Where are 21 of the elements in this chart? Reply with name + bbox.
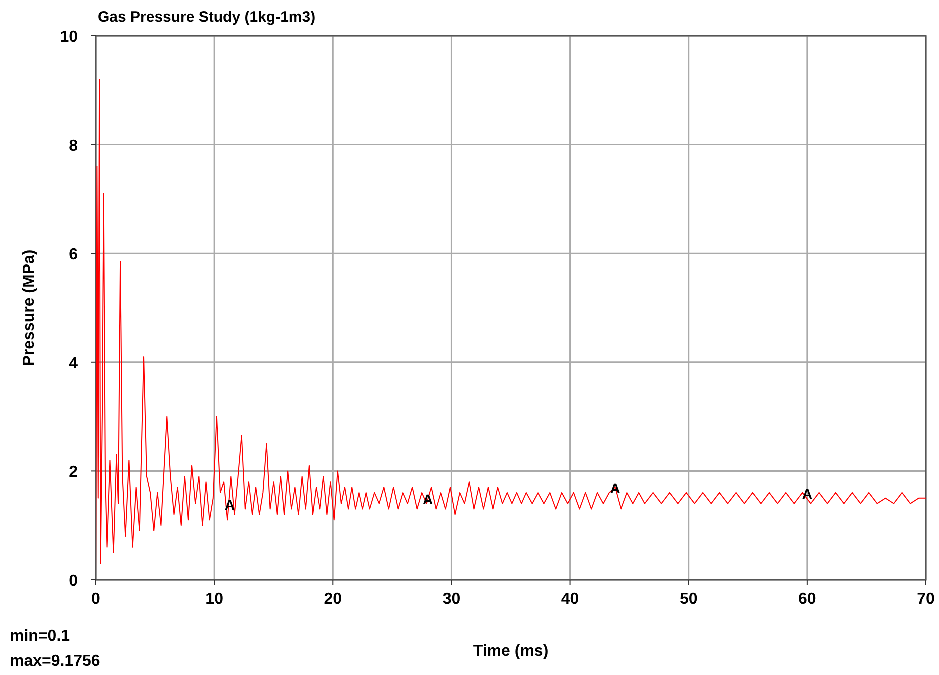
chart-title: Gas Pressure Study (1kg-1m3) [98, 9, 316, 26]
annotation: A [802, 486, 812, 502]
x-tick-label: 30 [442, 591, 461, 608]
y-tick-label: 8 [69, 138, 78, 155]
x-tick-label: 70 [917, 591, 935, 608]
text: min=0.1 [10, 628, 70, 645]
x-axis-title: Time (ms) [473, 643, 549, 660]
y-tick-label: 10 [60, 29, 78, 46]
x-tick-label: 0 [92, 591, 101, 608]
y-tick-label: 6 [69, 246, 78, 264]
x-tick-label: 50 [680, 591, 698, 608]
x-tick-label: 20 [324, 591, 342, 608]
x-tick-label: 60 [798, 591, 816, 608]
y-tick-label: 4 [69, 355, 78, 372]
y-tick-label: 2 [69, 464, 78, 482]
line-series [96, 79, 926, 576]
x-tick-label: 10 [206, 591, 224, 608]
text: max=9.1756 [10, 653, 100, 670]
y-tick-label: 0 [69, 573, 78, 590]
y-axis-title: Pressure (MPa) [21, 250, 38, 366]
x-tick-label: 40 [561, 591, 580, 608]
